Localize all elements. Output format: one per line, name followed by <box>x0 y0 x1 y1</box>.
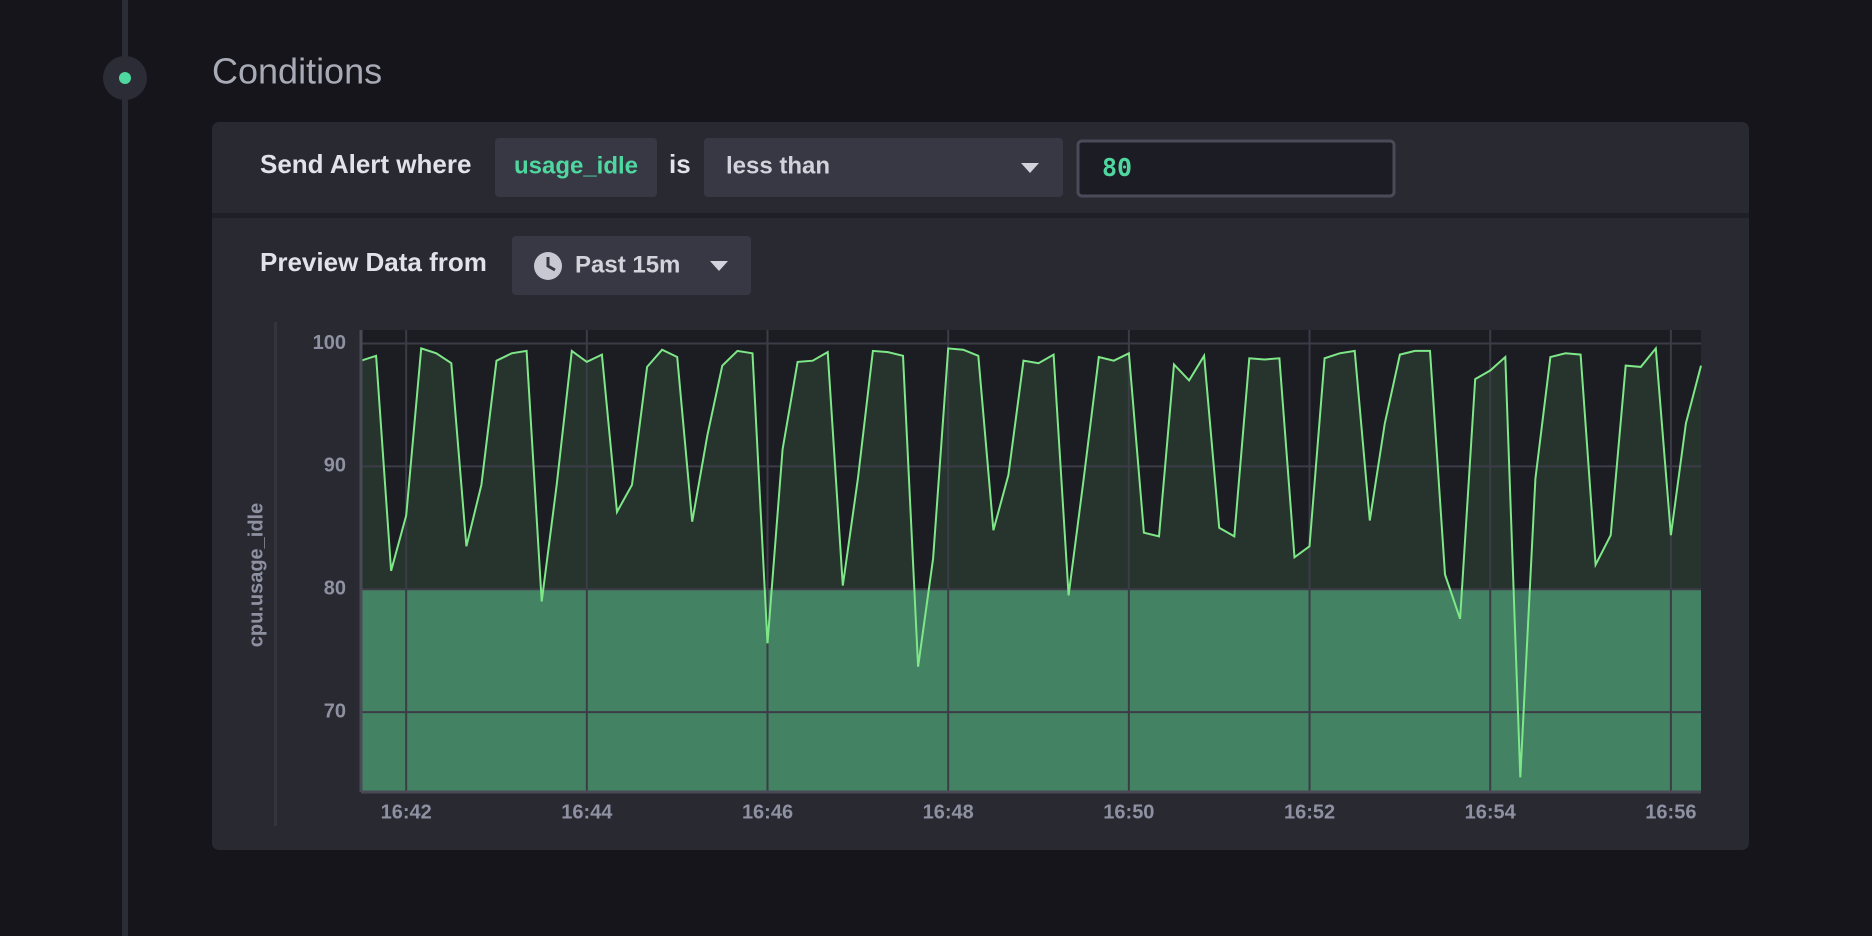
y-axis-title: cpu.usage_idle <box>245 503 267 648</box>
y-tick-label: 80 <box>324 578 346 600</box>
plot: 70 80 90 100 16:42 16:44 16:46 16:48 16:50 16:52 1… <box>313 330 1701 823</box>
x-tick-label: 16:54 <box>1465 801 1517 823</box>
condition-label: Send Alert where <box>260 149 471 179</box>
divider <box>212 213 1749 218</box>
connector: is <box>669 149 691 179</box>
y-tick-label: 90 <box>324 455 346 477</box>
x-tick-label: 16:52 <box>1284 801 1335 823</box>
x-tick-label: 16:46 <box>742 801 793 823</box>
preview-label: Preview Data from <box>260 247 487 277</box>
x-tick-label: 16:56 <box>1645 801 1696 823</box>
range: Past 15m <box>575 251 680 278</box>
x-tick-label: 16:48 <box>923 801 974 823</box>
y-axis-line <box>274 322 277 826</box>
y-tick-label: 70 <box>324 700 346 722</box>
x-tick-label: 16:42 <box>381 801 432 823</box>
threshold: 80 <box>1102 153 1132 182</box>
field: usage_idle <box>514 152 638 179</box>
x-tick-label: 16:50 <box>1103 801 1154 823</box>
operator: less than <box>726 152 830 179</box>
y-tick-label: 100 <box>313 332 346 354</box>
section-title: Conditions <box>212 51 382 92</box>
timeline <box>122 0 128 936</box>
step-dot <box>119 72 131 84</box>
x-tick-label: 16:44 <box>561 801 613 823</box>
